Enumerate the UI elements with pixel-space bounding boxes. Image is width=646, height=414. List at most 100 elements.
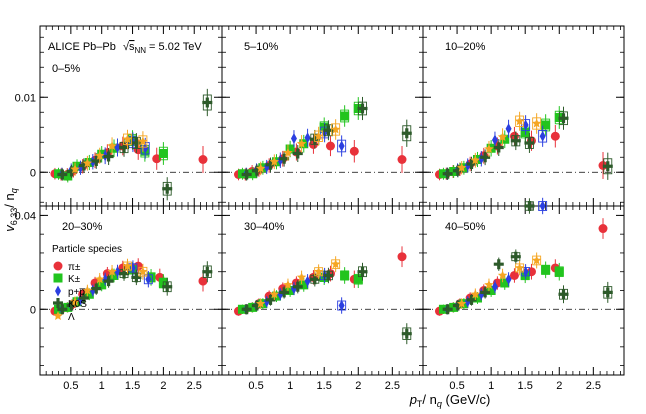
series-Lambda: [255, 256, 341, 309]
panel-5: 0.5 1 1.5 2 2.5 30–40%: [221, 205, 424, 392]
sys-box: [515, 115, 525, 127]
legend-marker-Lambda: [53, 311, 63, 321]
data-point-K0s: [131, 138, 142, 148]
data-point-pi: [325, 141, 335, 151]
data-point-Lambda: [283, 147, 293, 157]
legend-label-pi: π±: [68, 262, 81, 273]
data-point-K0s: [241, 304, 252, 315]
data-point-K0s: [493, 142, 504, 153]
data-point-K: [340, 111, 350, 121]
data-point-Lambda: [514, 262, 525, 273]
data-point-K0s: [279, 287, 290, 298]
chart-title: ALICE Pb–Pb √sNN = 5.02 TeV: [48, 41, 202, 55]
series-Lambda: [456, 252, 542, 309]
data-point-K: [541, 265, 551, 275]
data-point-K0s: [241, 169, 252, 180]
legend-entry-pi: π±: [53, 261, 81, 273]
data-point-K0s: [309, 274, 320, 285]
sys-box: [532, 117, 542, 130]
data-point-K: [109, 270, 119, 280]
data-point-Lambda: [456, 298, 467, 308]
data-point-p: [338, 140, 345, 152]
data-point-p: [491, 281, 498, 293]
legend: Particle species π±K± p+p̅K0S Λ: [52, 244, 122, 323]
series-Lambda: [70, 129, 148, 177]
sys-box: [337, 139, 347, 153]
y-label-sub2: q: [9, 188, 19, 193]
centrality-label: 30–40%: [244, 221, 285, 233]
data-point-K0s: [357, 266, 368, 277]
data-point-pi: [198, 276, 208, 286]
x-label-units: (GeV/c): [442, 392, 490, 407]
x-tick-label: 2.5: [385, 380, 400, 392]
y-label-main: v: [2, 224, 17, 232]
data-point-Lambda: [313, 266, 324, 276]
title-text: ALICE Pb–Pb: [48, 41, 116, 53]
data-point-K: [473, 293, 483, 303]
data-point-Lambda: [296, 138, 307, 148]
data-point-Lambda: [107, 141, 117, 151]
series-Lambda: [70, 258, 148, 308]
y-tick-label: 0.04: [15, 210, 36, 222]
x-label-sub: T: [417, 399, 423, 409]
x-label-main: p: [409, 392, 417, 407]
data-point-Lambda: [484, 279, 494, 289]
panel-2: 5–10%: [221, 25, 424, 207]
data-point-p: [290, 133, 297, 144]
centrality-label: 10–20%: [445, 41, 486, 53]
data-point-K0s: [265, 159, 276, 170]
y-tick-label: 0: [30, 304, 36, 316]
data-point-K: [248, 169, 258, 179]
series-K0s: [442, 106, 613, 180]
data-point-Lambda: [269, 289, 280, 299]
data-point-K0s: [558, 113, 569, 124]
data-point-Lambda: [484, 144, 494, 154]
data-point-K0s: [265, 294, 276, 305]
data-point-Lambda: [82, 158, 93, 168]
data-point-K0s: [480, 287, 491, 298]
series-K0s: [57, 261, 213, 315]
data-point-p: [505, 123, 512, 135]
data-point-Lambda: [514, 116, 525, 126]
data-point-Lambda: [531, 118, 542, 128]
x-tick-label: 1: [488, 380, 494, 392]
data-point-Lambda: [531, 255, 542, 265]
x-tick-label: 1: [287, 380, 293, 392]
data-point-K0s: [401, 128, 412, 139]
x-label-sub2: q: [437, 399, 442, 409]
x-tick-label: 1: [99, 380, 105, 392]
data-point-p: [522, 119, 529, 131]
x-tick-label: 1.5: [518, 380, 533, 392]
data-point-K0s: [202, 266, 213, 277]
data-point-K: [72, 161, 82, 171]
panel-4: 0.5 1 1.5 2 2.5 0 0.04 20–30%: [15, 205, 223, 392]
data-point-p: [505, 273, 512, 285]
data-point-pi: [349, 146, 359, 156]
data-point-pi: [550, 131, 560, 141]
y-label-sub: 6,33: [9, 208, 19, 226]
x-tick-label: 2.5: [586, 380, 601, 392]
data-point-K: [500, 278, 510, 288]
energy-subscript: NN: [134, 46, 146, 55]
x-tick-label: 0.5: [248, 380, 263, 392]
data-point-pi: [509, 270, 519, 280]
data-point-Lambda: [497, 270, 508, 280]
data-point-K0s: [57, 304, 68, 315]
x-label-rest: / n: [422, 392, 436, 407]
data-point-K0s: [91, 283, 102, 294]
data-point-K0s: [524, 201, 535, 211]
data-point-K: [63, 171, 73, 181]
data-point-K0s: [292, 148, 303, 159]
data-point-K0s: [602, 161, 613, 172]
data-point-K: [97, 280, 107, 290]
data-point-Lambda: [138, 266, 148, 276]
data-point-K0s: [510, 135, 521, 146]
data-point-Lambda: [122, 134, 133, 144]
data-point-Lambda: [497, 132, 508, 142]
x-axis-label: pT/ nq (GeV/c): [409, 392, 491, 409]
panel-6: 0.5 1 1.5 2 2.5 40–50%: [422, 197, 625, 392]
y-axis-label: v6,33/ nq: [2, 188, 19, 232]
data-point-K0s: [510, 251, 521, 262]
data-point-K: [449, 302, 459, 312]
data-point-Lambda: [283, 279, 293, 289]
